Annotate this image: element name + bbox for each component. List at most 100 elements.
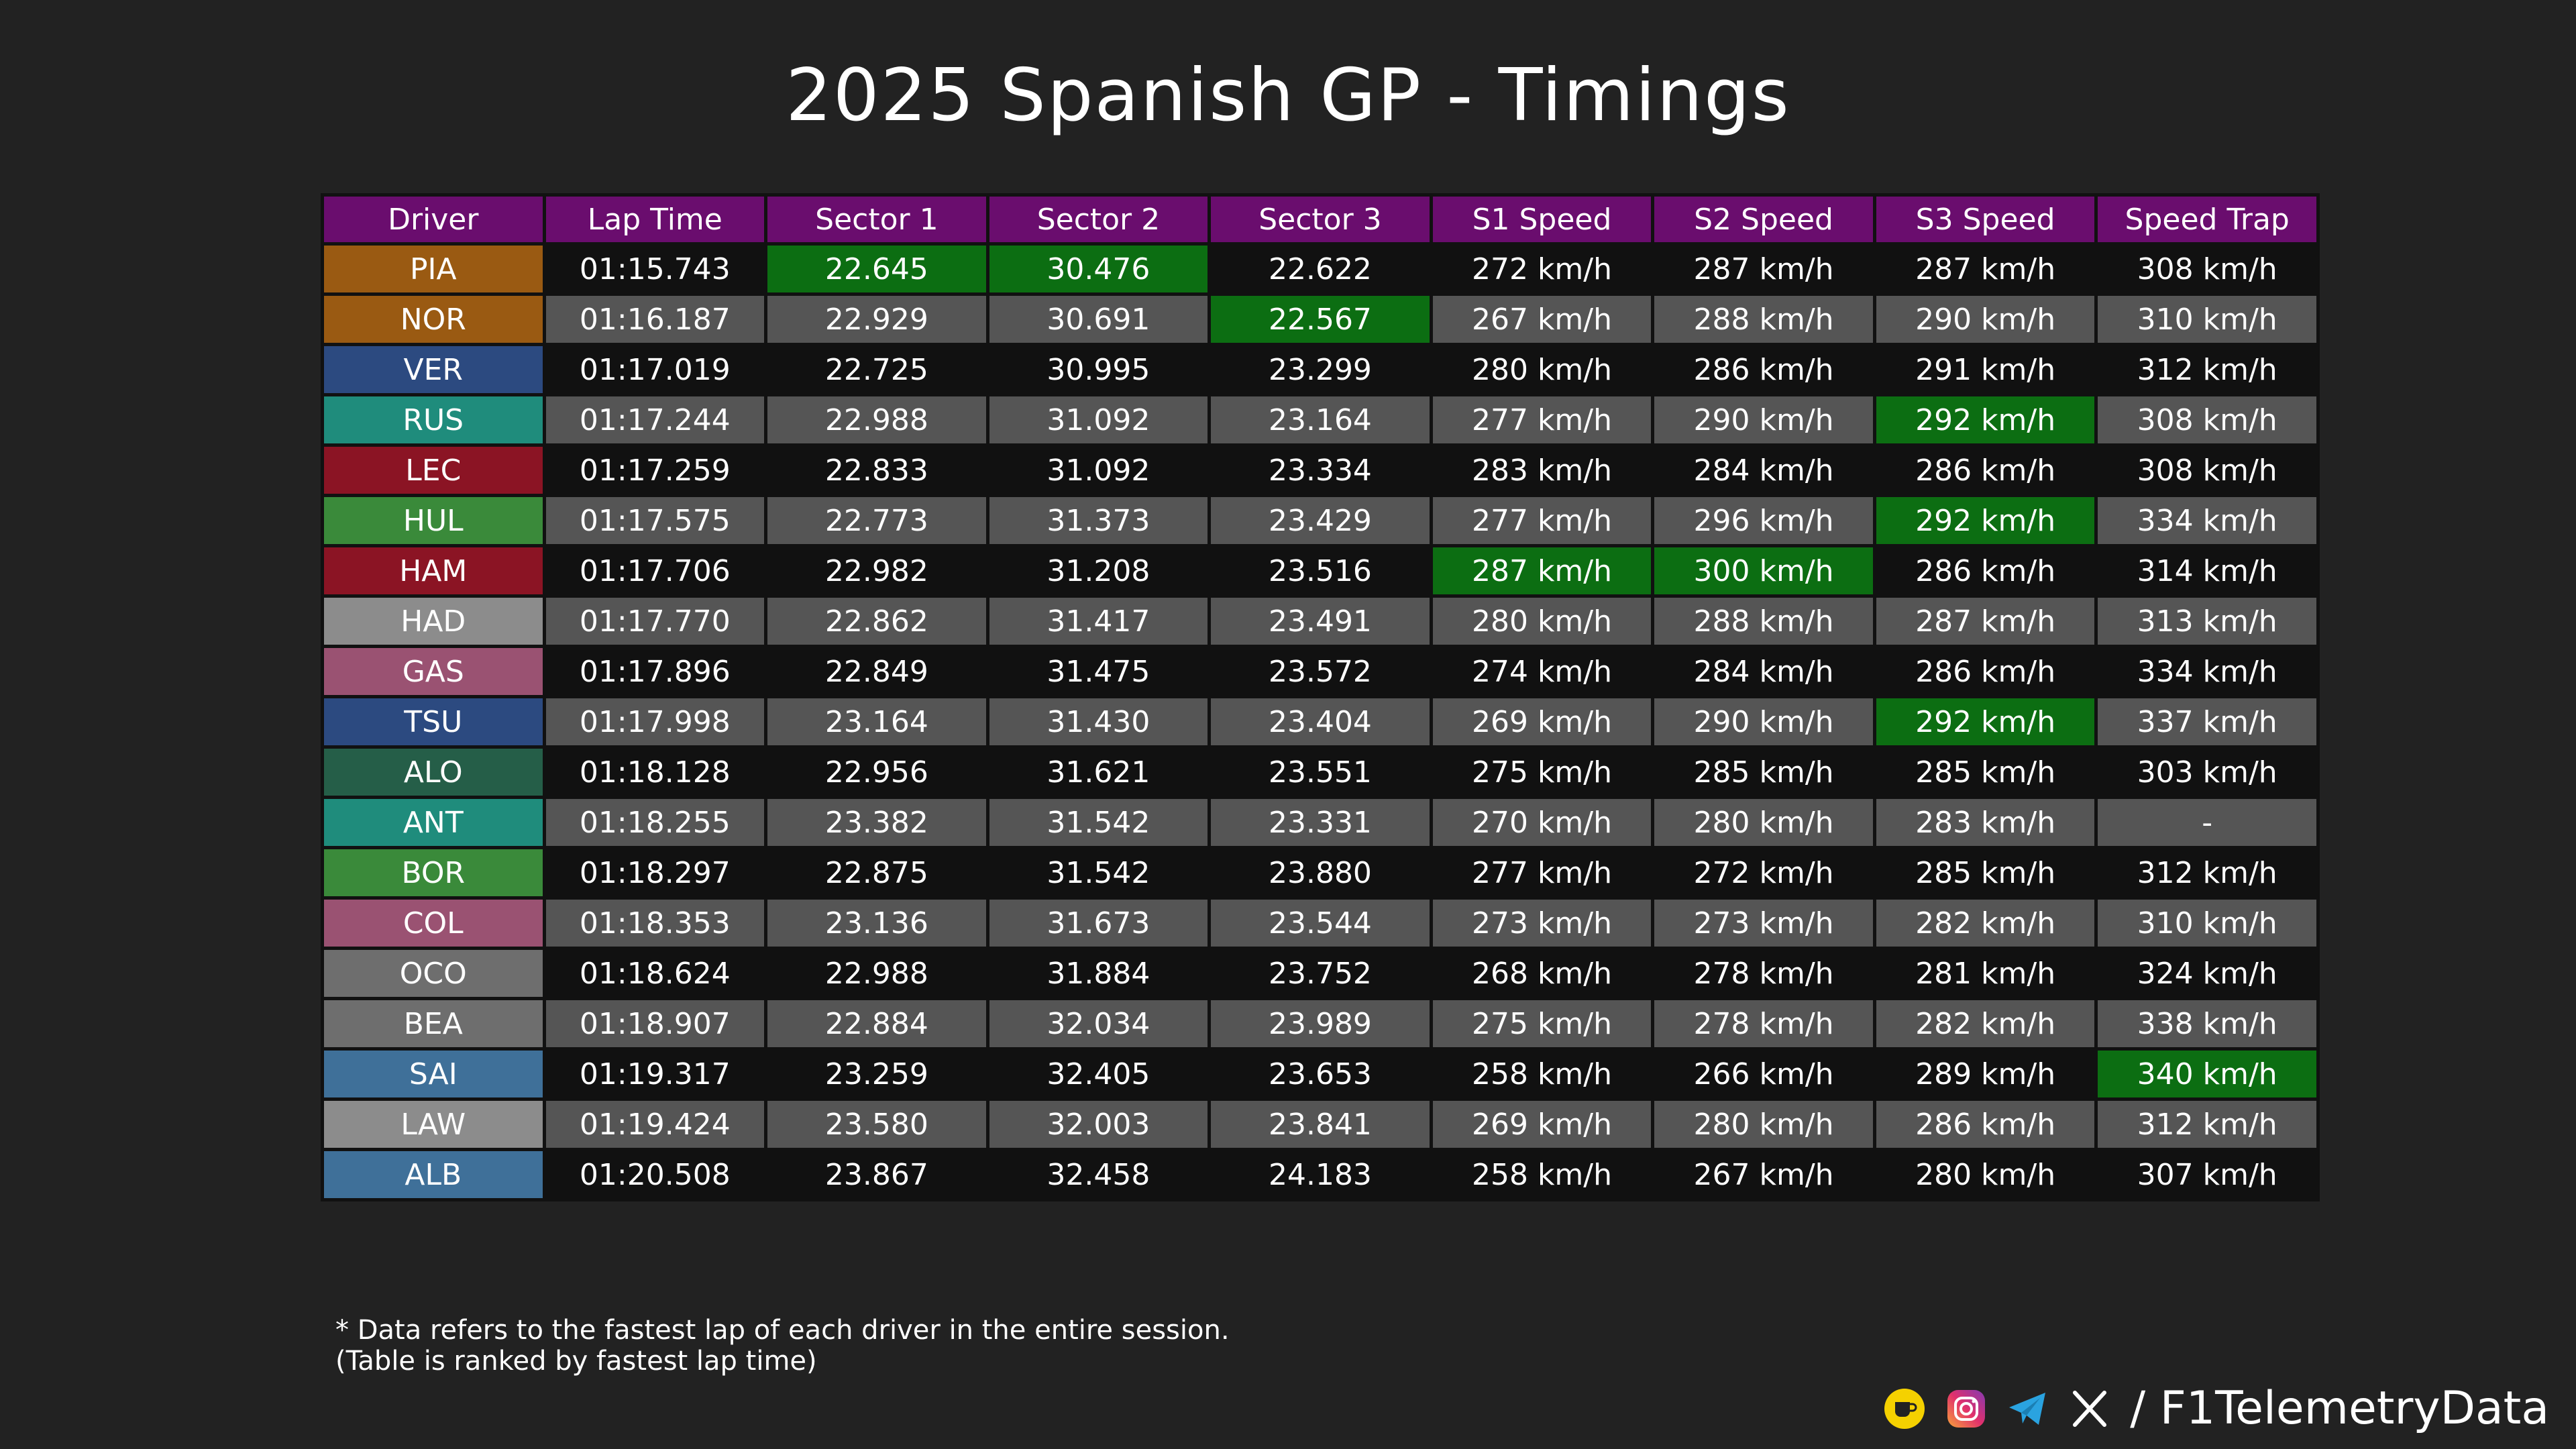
table-row: PIA 01:15.743 22.645 30.476 22.622 272 km/h 28… [321,242,2320,296]
speed-trap-cell: 310 km/h [2094,292,2320,346]
s2-speed-cell: 288 km/h [1651,594,1876,648]
sector-3-cell: 22.622 [1208,242,1433,296]
telegram-icon[interactable] [2006,1387,2049,1430]
sector-2-cell: 32.034 [985,997,1212,1051]
table-row: GAS 01:17.896 22.849 31.475 23.572 274 km/h 28… [321,645,2320,698]
instagram-icon[interactable] [1945,1387,1988,1430]
sector-1-cell: 23.580 [764,1097,989,1151]
column-header-driver: Driver [321,193,546,246]
s2-speed-cell: 300 km/h [1651,544,1876,598]
s3-speed-cell: 285 km/h [1872,846,2098,900]
sector-1-cell: 22.988 [764,393,989,447]
sector-3-cell: 23.491 [1208,594,1433,648]
sector-2-cell: 31.092 [985,443,1212,497]
driver-cell: VER [321,343,546,396]
sector-3-cell: 23.164 [1208,393,1433,447]
driver-cell: HAM [321,544,546,598]
s1-speed-cell: 280 km/h [1429,343,1655,396]
column-header-speed-trap: Speed Trap [2094,193,2320,246]
s2-speed-cell: 273 km/h [1651,896,1876,950]
s3-speed-cell: 287 km/h [1872,242,2098,296]
footer-handle: / F1TelemetryData [2130,1382,2549,1435]
sector-1-cell: 22.875 [764,846,989,900]
s3-speed-cell: 292 km/h [1872,494,2098,547]
lap-time-cell: 01:15.743 [542,242,768,296]
sector-3-cell: 23.880 [1208,846,1433,900]
column-header-sector-2: Sector 2 [985,193,1212,246]
sector-2-cell: 31.430 [985,695,1212,749]
sector-3-cell: 23.331 [1208,796,1433,849]
table-row: ALB 01:20.508 23.867 32.458 24.183 258 km/h 26… [321,1148,2320,1201]
s1-speed-cell: 283 km/h [1429,443,1655,497]
column-header-lap-time: Lap Time [542,193,768,246]
driver-cell: ALB [321,1148,546,1201]
s2-speed-cell: 288 km/h [1651,292,1876,346]
s3-speed-cell: 283 km/h [1872,796,2098,849]
lap-time-cell: 01:18.353 [542,896,768,950]
lap-time-cell: 01:20.508 [542,1148,768,1201]
driver-cell: HAD [321,594,546,648]
s1-speed-cell: 287 km/h [1429,544,1655,598]
s3-speed-cell: 286 km/h [1872,645,2098,698]
table-row: COL 01:18.353 23.136 31.673 23.544 273 km/h 27… [321,896,2320,950]
column-header-s2-speed: S2 Speed [1651,193,1876,246]
s3-speed-cell: 282 km/h [1872,896,2098,950]
driver-cell: BOR [321,846,546,900]
driver-cell: OCO [321,947,546,1000]
sector-1-cell: 23.164 [764,695,989,749]
speed-trap-cell: 313 km/h [2094,594,2320,648]
s2-speed-cell: 287 km/h [1651,242,1876,296]
s3-speed-cell: 292 km/h [1872,393,2098,447]
lap-time-cell: 01:17.019 [542,343,768,396]
driver-cell: LEC [321,443,546,497]
driver-cell: NOR [321,292,546,346]
speed-trap-cell: 312 km/h [2094,343,2320,396]
lap-time-cell: 01:17.575 [542,494,768,547]
sector-3-cell: 23.989 [1208,997,1433,1051]
s1-speed-cell: 258 km/h [1429,1148,1655,1201]
s3-speed-cell: 291 km/h [1872,343,2098,396]
s1-speed-cell: 277 km/h [1429,494,1655,547]
sector-3-cell: 24.183 [1208,1148,1433,1201]
driver-cell: GAS [321,645,546,698]
sector-2-cell: 32.003 [985,1097,1212,1151]
lap-time-cell: 01:18.255 [542,796,768,849]
s2-speed-cell: 280 km/h [1651,1097,1876,1151]
sector-3-cell: 23.429 [1208,494,1433,547]
table-row: LEC 01:17.259 22.833 31.092 23.334 283 km/h 28… [321,443,2320,497]
sector-2-cell: 32.458 [985,1148,1212,1201]
lap-time-cell: 01:18.624 [542,947,768,1000]
kofi-icon[interactable] [1883,1387,1926,1430]
s1-speed-cell: 258 km/h [1429,1047,1655,1101]
table-row: HAD 01:17.770 22.862 31.417 23.491 280 km/h 28… [321,594,2320,648]
lap-time-cell: 01:18.907 [542,997,768,1051]
speed-trap-cell: 334 km/h [2094,645,2320,698]
s3-speed-cell: 289 km/h [1872,1047,2098,1101]
sector-1-cell: 22.862 [764,594,989,648]
s3-speed-cell: 282 km/h [1872,997,2098,1051]
footnote-line-1: * Data refers to the fastest lap of each… [335,1315,1230,1346]
s2-speed-cell: 284 km/h [1651,443,1876,497]
s2-speed-cell: 284 km/h [1651,645,1876,698]
sector-2-cell: 31.621 [985,745,1212,799]
sector-2-cell: 31.208 [985,544,1212,598]
table-row: HAM 01:17.706 22.982 31.208 23.516 287 km/h 30… [321,544,2320,598]
sector-3-cell: 23.572 [1208,645,1433,698]
lap-time-cell: 01:17.706 [542,544,768,598]
lap-time-cell: 01:18.128 [542,745,768,799]
sector-2-cell: 31.092 [985,393,1212,447]
sector-2-cell: 30.476 [985,242,1212,296]
x-icon[interactable] [2068,1387,2111,1430]
s1-speed-cell: 272 km/h [1429,242,1655,296]
s2-speed-cell: 266 km/h [1651,1047,1876,1101]
social-footer: / F1TelemetryData [1883,1382,2549,1435]
sector-1-cell: 22.956 [764,745,989,799]
lap-time-cell: 01:19.317 [542,1047,768,1101]
sector-1-cell: 22.884 [764,997,989,1051]
s2-speed-cell: 280 km/h [1651,796,1876,849]
sector-2-cell: 30.691 [985,292,1212,346]
s3-speed-cell: 286 km/h [1872,1097,2098,1151]
s1-speed-cell: 269 km/h [1429,695,1655,749]
s3-speed-cell: 280 km/h [1872,1148,2098,1201]
s3-speed-cell: 286 km/h [1872,443,2098,497]
